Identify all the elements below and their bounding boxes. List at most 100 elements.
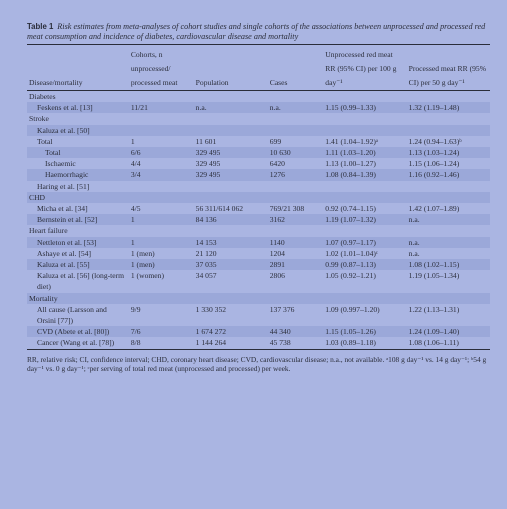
cell: 1.13 (1.00–1.27) xyxy=(325,159,376,169)
empty-cell xyxy=(129,181,194,192)
empty-cell xyxy=(193,124,268,136)
cell: 34 057 xyxy=(195,271,217,281)
data-row: Bernstein et al. [52] 1 84 136 3162 1.19 (1.… xyxy=(27,214,490,226)
cell: 45 738 xyxy=(267,337,324,350)
section-row: Diabetes xyxy=(27,91,490,103)
cell: 1.05 (0.92–1.21) xyxy=(325,271,376,281)
cell: 84 136 xyxy=(193,214,268,226)
cell: n.a. xyxy=(406,236,490,248)
cell: 11 601 xyxy=(195,136,217,146)
cell: 14 153 xyxy=(193,236,268,248)
cell: 1.42 (1.07–1.89) xyxy=(408,204,460,214)
section-heading: Diabetes xyxy=(29,92,56,101)
cell: 1 674 272 xyxy=(193,326,268,338)
cell: 1 xyxy=(130,136,135,146)
cell: 1.41 (1.04–1.92)ᵃ xyxy=(325,136,378,146)
column-header: Cohorts, n unprocessed/ processed meat xyxy=(128,48,194,91)
cell: 1140 xyxy=(267,236,324,248)
cell: 1.13 (1.03–1.24) xyxy=(406,147,490,159)
cell: 3/4 xyxy=(128,169,194,181)
table-head: Disease/mortality Cohorts, n unprocessed/… xyxy=(27,48,490,91)
cell: n.a. xyxy=(406,214,490,226)
cell: 1.08 (0.84–1.39) xyxy=(323,169,407,181)
data-row: CVD (Abete et al. [80]) 7/6 1 674 272 44 34… xyxy=(27,326,490,338)
cell: 2806 xyxy=(269,271,285,281)
cell: 329 495 xyxy=(193,169,268,181)
cell: n.a. xyxy=(193,102,268,114)
cell: 7/6 xyxy=(128,326,194,338)
table-body: Diabetes Feskens et al. [13] 11/21 n.a. n.a.… xyxy=(27,91,490,350)
cell: CVD (Abete et al. [80]) xyxy=(27,326,129,338)
cell: 1 (men) xyxy=(130,248,155,258)
cell: 137 376 xyxy=(269,304,295,314)
cell: 56 311/614 062 xyxy=(195,204,244,214)
cell: 699 xyxy=(269,136,282,146)
cell: 10 630 xyxy=(267,147,324,159)
cell: 8/8 xyxy=(128,337,194,350)
cell: Haring et al. [51] xyxy=(37,181,90,191)
cell: 1.08 (1.06–1.11) xyxy=(406,337,490,350)
section-row: Stroke xyxy=(27,113,490,124)
cell: 37 035 xyxy=(193,259,268,271)
column-header: Processed meat RR (95% CI) per 50 g day⁻… xyxy=(406,48,490,91)
table-label: Table 1 xyxy=(27,22,54,31)
section-row: CHD xyxy=(27,191,490,204)
section-row: Heart failure xyxy=(27,225,490,236)
cell: Ashaye et al. [54] xyxy=(37,248,91,258)
cell: All cause (Larsson and Orsini [77]) xyxy=(37,304,107,326)
data-row: Ashaye et al. [54] 1 (men) 21 120 1204 1.02 … xyxy=(27,248,490,259)
column-header: Unprocessed red meat RR (95% CI) per 100… xyxy=(323,48,407,91)
cell: Kaluza et al. [55] xyxy=(27,259,129,271)
cell: Kaluza et al. [50] xyxy=(27,124,129,136)
empty-cell xyxy=(128,124,194,136)
cell: 1 330 352 xyxy=(195,304,227,314)
cell: 1.24 (1.09–1.40) xyxy=(406,326,490,338)
cell: 1 xyxy=(128,236,194,248)
cell: Bernstein et al. [52] xyxy=(27,214,129,226)
data-row: Cancer (Wang et al. [78]) 8/8 1 144 264 45 … xyxy=(27,337,490,350)
cell: 1204 xyxy=(269,248,285,258)
empty-cell xyxy=(407,181,490,192)
cell: 1.15 (1.06–1.24) xyxy=(408,159,460,169)
section-heading: Stroke xyxy=(29,114,49,124)
section-heading: Heart failure xyxy=(29,226,68,236)
cell: 0.99 (0.87–1.13) xyxy=(323,259,407,271)
cell: 1.16 (0.92–1.46) xyxy=(406,169,490,181)
section-heading: CHD xyxy=(27,191,490,204)
cell: 1.07 (0.97–1.17) xyxy=(323,236,407,248)
caption-text: Risk estimates from meta-analyses of coh… xyxy=(27,22,486,41)
cell: 1.15 (1.05–1.26) xyxy=(323,326,407,338)
cell: 1.11 (1.03–1.20) xyxy=(323,147,407,159)
data-row: Ischaemic 4/4 329 495 6420 1.13 (1.00–1.27) 1… xyxy=(27,158,490,169)
empty-cell xyxy=(267,124,324,136)
footnote: RR, relative risk; CI, confidence interv… xyxy=(27,354,487,374)
column-header: Cases xyxy=(267,48,324,91)
cell: 1276 xyxy=(267,169,324,181)
cell: Nettleton et al. [53] xyxy=(27,236,129,248)
cell: n.a. xyxy=(408,248,420,258)
data-row: Total 6/6 329 495 10 630 1.11 (1.03–1.20) 1.1… xyxy=(27,147,490,159)
cell: 2891 xyxy=(267,259,324,271)
cell: Kaluza et al. [56] (long-term diet) xyxy=(37,271,125,292)
cell: 769/21 308 xyxy=(269,204,305,214)
section-row: Mortality xyxy=(27,292,490,304)
cell: 4/4 xyxy=(130,159,141,169)
data-row: Total 1 11 601 699 1.41 (1.04–1.92)ᵃ 1.24 (0.… xyxy=(27,136,490,147)
data-row: Micha et al. [34] 4/5 56 311/614 062 769/21… xyxy=(27,203,490,214)
cell: 21 120 xyxy=(195,248,217,258)
empty-cell xyxy=(323,181,406,192)
cell: 1 144 264 xyxy=(193,337,268,350)
data-row: Kaluza et al. [55] 1 (men) 37 035 2891 0.99 … xyxy=(27,259,490,271)
cell: 1.02 (1.01–1.04)ᶜ xyxy=(325,248,378,258)
column-header: Disease/mortality xyxy=(27,48,129,91)
cell: 1.08 (1.02–1.15) xyxy=(406,259,490,271)
data-table: Disease/mortality Cohorts, n unprocessed/… xyxy=(27,48,490,350)
data-row: Haring et al. [51] xyxy=(27,181,490,192)
cell: 9/9 xyxy=(130,304,141,314)
table-caption: Table 1 Risk estimates from meta-analyses… xyxy=(27,22,490,45)
cell: Cancer (Wang et al. [78]) xyxy=(27,337,129,350)
cell: 1 (women) xyxy=(130,271,164,281)
data-row: All cause (Larsson and Orsini [77]) 9/9 1 … xyxy=(27,304,490,326)
cell: 3162 xyxy=(267,214,324,226)
cell: 4/5 xyxy=(130,204,141,214)
